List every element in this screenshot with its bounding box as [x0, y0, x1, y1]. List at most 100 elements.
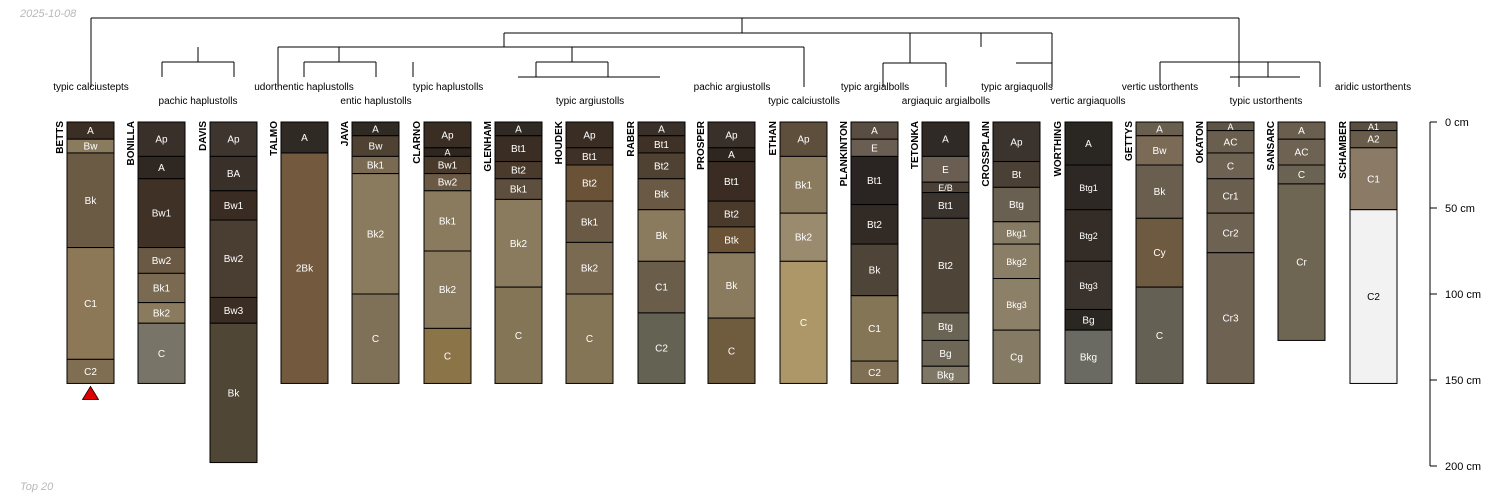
profile-gettys: A Bw Bk Cy C GETTYS: [1124, 121, 1184, 384]
horizon-label: Bw3: [224, 306, 244, 317]
horizon: [637, 260, 686, 314]
horizon-label: Bg: [939, 349, 951, 360]
horizon-label: Bt2: [938, 261, 953, 272]
horizon-label: Bk: [228, 388, 241, 399]
horizon-label: Bt1: [582, 152, 597, 163]
depth-tick-label: 0 cm: [1445, 117, 1469, 129]
horizon-label: C2: [1367, 292, 1380, 303]
horizon-label: A: [1227, 122, 1233, 132]
profile-name: SCHAMBER: [1338, 120, 1349, 179]
profile-glenham: A Bt1 Bt2 Bk1 Bk2 C GLENHAM: [483, 121, 543, 384]
horizon-label: A: [372, 124, 379, 135]
horizon-label: Btk: [654, 190, 669, 201]
horizon: [1277, 183, 1326, 341]
horizon: [850, 155, 899, 206]
horizon: [707, 252, 756, 319]
horizon-label: C1: [868, 324, 881, 335]
horizon-label: C: [586, 334, 593, 345]
horizon: [209, 155, 258, 192]
profile-plankinton: AE Bt1 Bt2 Bk C1 C2 PLANKINTON: [839, 121, 899, 384]
horizon-label: A: [871, 126, 878, 137]
horizon-label: Ap: [441, 130, 454, 141]
horizon-label: C2: [655, 344, 668, 355]
horizon-label: A: [942, 135, 949, 146]
horizon-label: A: [158, 163, 165, 174]
horizon: [280, 121, 329, 154]
horizon: [779, 260, 828, 384]
horizon-label: Ap: [1010, 137, 1023, 148]
profile-sansarc: A AC C Cr SANSARC: [1266, 121, 1326, 341]
horizon: [209, 296, 258, 324]
taxon-label: vertic ustorthents: [1122, 82, 1198, 93]
horizon: [707, 317, 756, 384]
horizon-label: Cr3: [1222, 314, 1239, 325]
horizon-label: Cr2: [1222, 228, 1239, 239]
profile-java: A Bw Bk1 Bk2 C JAVA: [340, 121, 400, 384]
horizon-label: C1: [84, 299, 97, 310]
profile-prosper: Ap A Bt1 Bt2 Btk Bk C PROSPER: [696, 120, 756, 384]
profile-talmo: A 2Bk TALMO: [269, 121, 329, 384]
horizon: [1064, 329, 1113, 384]
horizon-label: Btg2: [1079, 231, 1098, 241]
profile-name: RABER: [626, 120, 637, 156]
horizon-label: Bk1: [153, 283, 171, 294]
horizon-label: AC: [1224, 137, 1238, 148]
horizon-label: Btg1: [1079, 183, 1098, 193]
profile-name: ETHAN: [768, 121, 779, 155]
horizon-label: Bt1: [724, 177, 739, 188]
horizon-label: Bw: [84, 142, 99, 153]
horizon: [992, 278, 1041, 331]
horizon: [280, 152, 329, 384]
horizon-label: Bw1: [152, 209, 172, 220]
profile-name: GLENHAM: [483, 121, 494, 172]
horizon: [1064, 209, 1113, 262]
taxon-label: pachic argiustolls: [694, 82, 771, 93]
profile-name: TALMO: [269, 121, 280, 156]
horizon-label: E: [942, 165, 949, 176]
horizon: [137, 121, 186, 157]
horizon-label: Bt2: [654, 161, 669, 172]
horizon: [992, 121, 1041, 163]
horizon: [137, 247, 186, 274]
horizon-label: Bkg: [937, 370, 954, 381]
horizon-label: Btg: [938, 322, 953, 333]
horizon-label: C: [1227, 161, 1234, 172]
horizon: [494, 198, 543, 288]
profile-name: JAVA: [340, 121, 351, 146]
horizon: [637, 312, 686, 384]
horizon-label: Btg: [1009, 200, 1024, 211]
horizon-label: C: [728, 346, 735, 357]
horizon: [1206, 212, 1255, 254]
horizon-label: BA: [227, 169, 241, 180]
taxon-label: argiaquic argialbolls: [902, 96, 990, 107]
profile-name: CLARNO: [412, 121, 423, 164]
horizon: [423, 190, 472, 252]
taxon-label: aridic ustorthents: [1335, 82, 1411, 93]
date-stamp: 2025-10-08: [20, 8, 77, 20]
taxon-label: typic argialbolls: [841, 82, 909, 93]
profile-name: TETONKA: [910, 121, 921, 169]
horizon-label: C1: [655, 283, 668, 294]
profile-crossplain: Ap Bt Btg Bkg1 Bkg2 Bkg3 Cg CROSSPLAIN: [981, 121, 1041, 384]
horizon-label: Bt2: [724, 210, 739, 221]
horizon: [137, 322, 186, 384]
horizon: [921, 155, 970, 183]
horizon: [850, 243, 899, 297]
horizon: [1135, 217, 1184, 288]
horizon: [779, 155, 828, 214]
horizon-label: C2: [868, 368, 881, 379]
horizon-label: E/B: [938, 183, 953, 193]
horizon-label: Cr1: [1222, 191, 1239, 202]
taxon-label: pachic haplustolls: [159, 96, 238, 107]
horizon-label: Bk: [1154, 187, 1167, 198]
horizon: [637, 178, 686, 211]
horizon: [1064, 164, 1113, 211]
horizon: [850, 204, 899, 245]
horizon-label: Ap: [725, 130, 738, 141]
horizon: [209, 322, 258, 464]
horizon-label: Bw2: [224, 254, 244, 265]
horizon-label: Bt2: [867, 220, 882, 231]
horizon: [921, 121, 970, 157]
profile-worthing: A Btg1 Btg2 Btg3 Bg Bkg WORTHING: [1053, 121, 1113, 384]
